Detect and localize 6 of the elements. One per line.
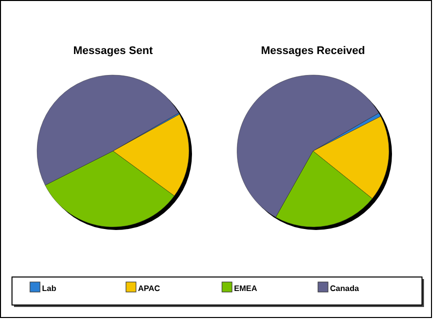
chart-title: Messages Received: [261, 45, 365, 57]
legend-label: EMEA: [234, 284, 258, 293]
legend-label: Canada: [330, 284, 360, 293]
legend-label: Lab: [42, 284, 56, 293]
chart-title: Messages Sent: [73, 45, 154, 57]
legend-label: APAC: [138, 284, 160, 293]
